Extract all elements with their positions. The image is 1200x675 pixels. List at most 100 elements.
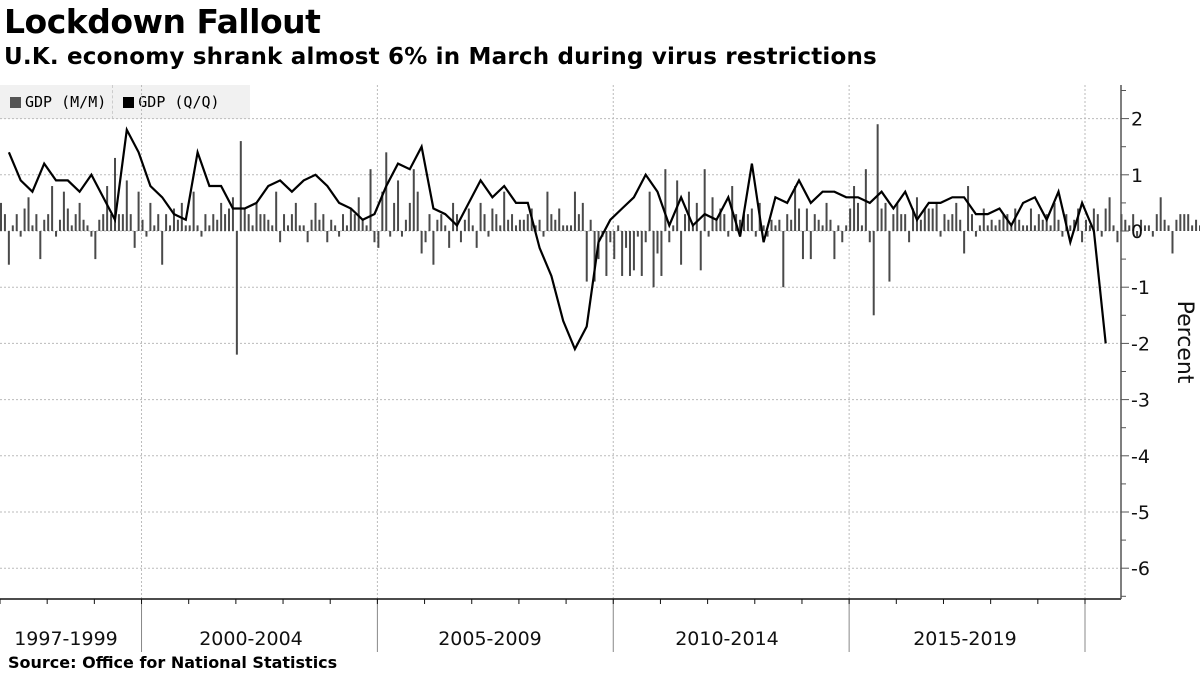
bar-gdp-mm: [550, 214, 553, 231]
bar-gdp-mm: [1022, 225, 1025, 231]
bar-gdp-mm: [330, 219, 333, 231]
bar-gdp-mm: [224, 214, 227, 231]
bar-gdp-mm: [1088, 225, 1091, 231]
bar-gdp-mm: [868, 231, 871, 243]
bar-gdp-mm: [856, 202, 859, 231]
bar-gdp-mm: [267, 219, 270, 231]
bar-gdp-mm: [62, 191, 65, 231]
bar-gdp-mm: [1179, 214, 1182, 231]
bar-gdp-mm: [994, 225, 997, 231]
bar-gdp-mm: [35, 214, 38, 231]
bar-gdp-mm: [935, 202, 938, 231]
bar-gdp-mm: [212, 214, 215, 231]
bar-gdp-mm: [1033, 225, 1036, 231]
bar-gdp-mm: [400, 231, 403, 237]
x-period-label: 1997-1999: [14, 628, 118, 650]
bar-gdp-mm: [3, 214, 6, 231]
bar-gdp-mm: [919, 219, 922, 231]
x-period-label: 2010-2014: [675, 628, 779, 650]
bar-gdp-mm: [1018, 219, 1021, 231]
bar-gdp-mm: [51, 186, 54, 231]
bar-gdp-mm: [1140, 219, 1143, 231]
bar-gdp-mm: [1029, 208, 1032, 231]
bar-gdp-mm: [326, 231, 329, 243]
bar-gdp-mm: [338, 231, 341, 237]
bar-gdp-mm: [652, 231, 655, 288]
bar-gdp-mm: [121, 214, 124, 231]
bar-gdp-mm: [15, 214, 18, 231]
bar-gdp-mm: [216, 219, 219, 231]
bar-gdp-mm: [247, 214, 250, 231]
bar-gdp-mm: [1136, 231, 1139, 237]
bar-gdp-mm: [259, 214, 262, 231]
bar-gdp-mm: [424, 231, 427, 243]
source-note: Source: Office for National Statistics: [8, 653, 338, 672]
bar-gdp-mm: [55, 231, 58, 237]
bar-gdp-mm: [271, 225, 274, 231]
bar-gdp-mm: [841, 231, 844, 243]
bar-gdp-mm: [801, 231, 804, 260]
bar-gdp-mm: [27, 197, 30, 231]
bar-gdp-mm: [499, 225, 502, 231]
bar-gdp-mm: [1143, 225, 1146, 231]
bar-gdp-mm: [102, 214, 105, 231]
bar-gdp-mm: [114, 157, 117, 231]
bar-gdp-mm: [888, 231, 891, 282]
y-tick-label: -1: [1131, 277, 1150, 299]
bar-gdp-mm: [408, 202, 411, 231]
legend-item-gdp-qq[interactable]: GDP (Q/Q): [113, 93, 220, 111]
bar-gdp-mm: [78, 202, 81, 231]
bar-gdp-mm: [617, 225, 620, 231]
bar-gdp-mm: [1061, 231, 1064, 237]
bar-gdp-mm: [1171, 231, 1174, 254]
bar-gdp-mm: [129, 214, 132, 231]
bar-gdp-mm: [1112, 225, 1115, 231]
bar-gdp-mm: [239, 141, 242, 231]
bar-gdp-mm: [361, 219, 364, 231]
bar-gdp-mm: [1041, 219, 1044, 231]
bar-gdp-mm: [1081, 231, 1084, 243]
bar-gdp-mm: [990, 219, 993, 231]
bar-gdp-mm: [318, 219, 321, 231]
bar-gdp-mm: [699, 231, 702, 271]
bar-gdp-mm: [691, 225, 694, 231]
bar-gdp-mm: [377, 231, 380, 248]
bar-gdp-mm: [228, 208, 231, 231]
bar-gdp-mm: [723, 214, 726, 231]
legend-item-gdp-mm[interactable]: GDP (M/M): [0, 85, 114, 119]
bar-gdp-mm: [982, 208, 985, 231]
bar-gdp-mm: [389, 231, 392, 237]
bar-gdp-mm: [1104, 208, 1107, 231]
bar-gdp-mm: [900, 214, 903, 231]
bar-gdp-mm: [727, 231, 730, 237]
bar-gdp-mm: [1191, 225, 1194, 231]
bar-gdp-mm: [829, 219, 832, 231]
bar-gdp-mm: [90, 231, 93, 237]
line-gdp-qq: [7, 126, 1107, 352]
bar-gdp-mm: [98, 219, 101, 231]
bar-gdp-mm: [915, 197, 918, 231]
bar-gdp-mm: [1155, 214, 1158, 231]
chart-title: Lockdown Fallout: [4, 2, 321, 41]
bar-gdp-mm: [200, 231, 203, 237]
bar-gdp-mm: [809, 231, 812, 260]
bar-gdp-mm: [117, 214, 120, 231]
bar-gdp-mm: [1159, 197, 1162, 231]
bar-gdp-mm: [208, 225, 211, 231]
chart-subtitle: U.K. economy shrank almost 6% in March d…: [4, 44, 877, 70]
bar-gdp-mm: [872, 231, 875, 316]
bar-gdp-mm: [817, 219, 820, 231]
bar-gdp-mm: [892, 214, 895, 231]
bar-gdp-mm: [188, 225, 191, 231]
bar-gdp-mm: [876, 124, 879, 231]
y-tick-label: 2: [1131, 109, 1143, 131]
bar-gdp-mm: [463, 219, 466, 231]
bar-gdp-mm: [495, 214, 498, 231]
bar-gdp-mm: [837, 225, 840, 231]
bar-gdp-mm: [412, 169, 415, 231]
bar-gdp-mm: [275, 191, 278, 231]
bar-gdp-mm: [566, 225, 569, 231]
bar-gdp-mm: [133, 231, 136, 248]
bar-gdp-mm: [353, 214, 356, 231]
y-tick-label: -4: [1131, 446, 1150, 468]
